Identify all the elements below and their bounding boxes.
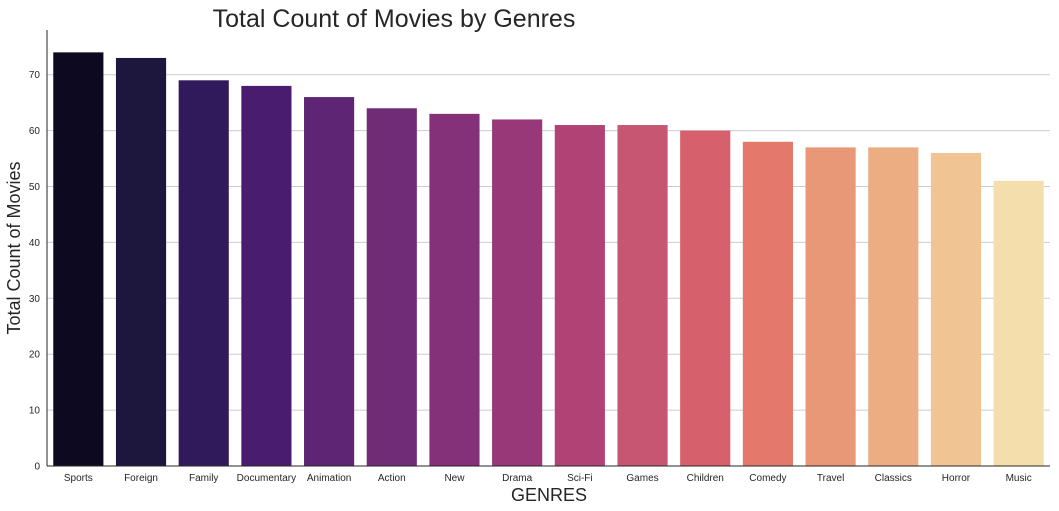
x-tick-label: Music [1006, 473, 1032, 484]
bar-sci-fi [554, 125, 605, 467]
bar-action [366, 108, 417, 466]
bar-games [617, 125, 668, 467]
x-tick-labels: Sports Foreign Family Documentary Animation A… [64, 473, 1032, 484]
x-tick-label: Animation [307, 473, 351, 484]
y-tick-label: 0 [34, 462, 40, 473]
bar-new [429, 113, 480, 466]
y-tick-labels: 0 10 20 30 40 50 60 70 [29, 70, 41, 472]
bar-animation [304, 97, 355, 467]
y-tick-label: 60 [29, 126, 41, 137]
bar-travel [805, 147, 856, 466]
bar-family [178, 80, 229, 467]
x-tick-label: Family [189, 473, 218, 484]
y-tick-label: 70 [29, 70, 41, 81]
x-tick-label: New [444, 473, 465, 484]
y-tick-label: 20 [29, 350, 41, 361]
x-tick-label: Children [687, 473, 724, 484]
bar-horror [930, 152, 982, 466]
bars [53, 52, 1044, 467]
y-tick-label: 50 [29, 182, 41, 193]
bar-music [993, 180, 1044, 466]
bar-drama [492, 119, 543, 466]
x-tick-label: Drama [502, 473, 532, 484]
y-tick-label: 30 [29, 294, 41, 305]
bar-documentary [241, 85, 292, 467]
x-tick-label: Sports [64, 473, 93, 484]
axes [46, 30, 1050, 467]
bar-sports [53, 52, 104, 466]
bar-classics [868, 147, 919, 466]
x-tick-label: Foreign [124, 473, 158, 484]
x-axis-title: GENRES [511, 485, 587, 505]
chart-title: Total Count of Movies by Genres [213, 5, 576, 33]
x-tick-label: Travel [817, 473, 844, 484]
y-axis-title: Total Count of Movies [4, 161, 24, 334]
x-tick-label: Horror [942, 473, 971, 484]
x-tick-label: Classics [875, 473, 912, 484]
bar-comedy [742, 141, 793, 467]
x-tick-label: Documentary [237, 473, 296, 484]
y-tick-label: 10 [29, 406, 41, 417]
bar-children [680, 130, 731, 466]
x-tick-label: Sci-Fi [567, 473, 593, 484]
x-tick-label: Comedy [749, 473, 786, 484]
bar-foreign [115, 57, 167, 466]
x-tick-label: Games [626, 473, 658, 484]
y-tick-label: 40 [29, 238, 41, 249]
x-tick-label: Action [378, 473, 406, 484]
